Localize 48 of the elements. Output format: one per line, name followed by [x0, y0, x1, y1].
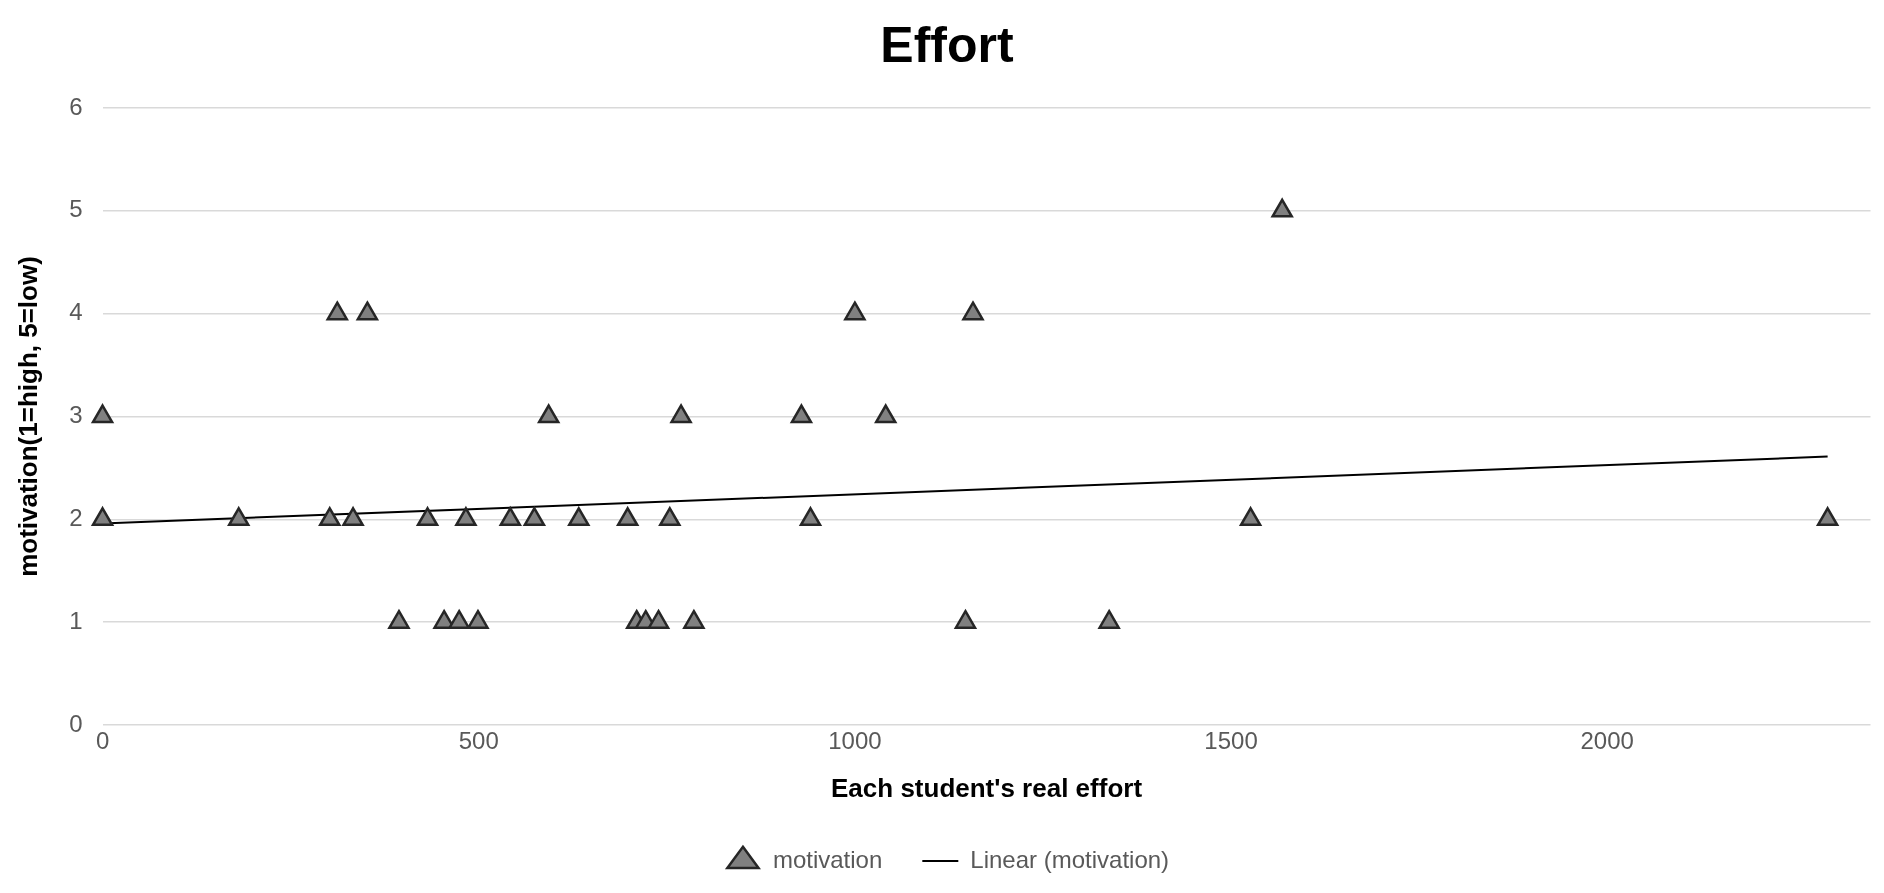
legend-label: Linear (motivation) [970, 845, 1170, 873]
point [416, 507, 439, 527]
point [448, 609, 470, 629]
y-tick-label: 4 [69, 298, 83, 326]
y-tick-label: 5 [69, 195, 83, 223]
point [1271, 198, 1293, 218]
point [799, 507, 822, 527]
point [455, 507, 477, 527]
point [670, 404, 692, 424]
point [326, 301, 349, 321]
y-tick-label: 0 [69, 709, 83, 737]
point [659, 507, 681, 527]
point [647, 609, 670, 629]
y-tick-label: 1 [69, 606, 83, 634]
y-tick-label: 6 [69, 92, 83, 120]
point [1816, 507, 1839, 527]
legend-label: motivation [772, 845, 883, 873]
point [1239, 507, 1262, 527]
x-tick-label: 1500 [1204, 727, 1258, 755]
point [790, 404, 813, 424]
point [342, 507, 364, 527]
point [356, 301, 379, 321]
point [962, 301, 984, 321]
x-tick-label: 0 [95, 727, 110, 755]
x-axis-title: Each student's real effort [831, 772, 1143, 803]
point [499, 507, 522, 527]
point [523, 507, 546, 527]
point [616, 507, 639, 527]
point [537, 404, 560, 424]
x-tick-label: 500 [458, 727, 499, 755]
y-tick-label: 3 [69, 401, 83, 429]
point [318, 507, 341, 527]
point [91, 507, 114, 527]
point [1098, 609, 1120, 629]
y-tick-label: 2 [69, 503, 83, 531]
point [91, 404, 114, 424]
point [467, 609, 489, 629]
point [683, 609, 705, 629]
point [954, 609, 977, 629]
point [874, 404, 897, 424]
point [388, 609, 410, 629]
chart-title: Effort [880, 16, 1014, 73]
y-axis-title: motivation(1=high, 5=low) [12, 256, 43, 577]
point [844, 301, 866, 321]
x-tick-label: 2000 [1580, 727, 1634, 755]
point [227, 507, 250, 527]
x-tick-label: 1000 [828, 727, 882, 755]
point [567, 507, 590, 527]
